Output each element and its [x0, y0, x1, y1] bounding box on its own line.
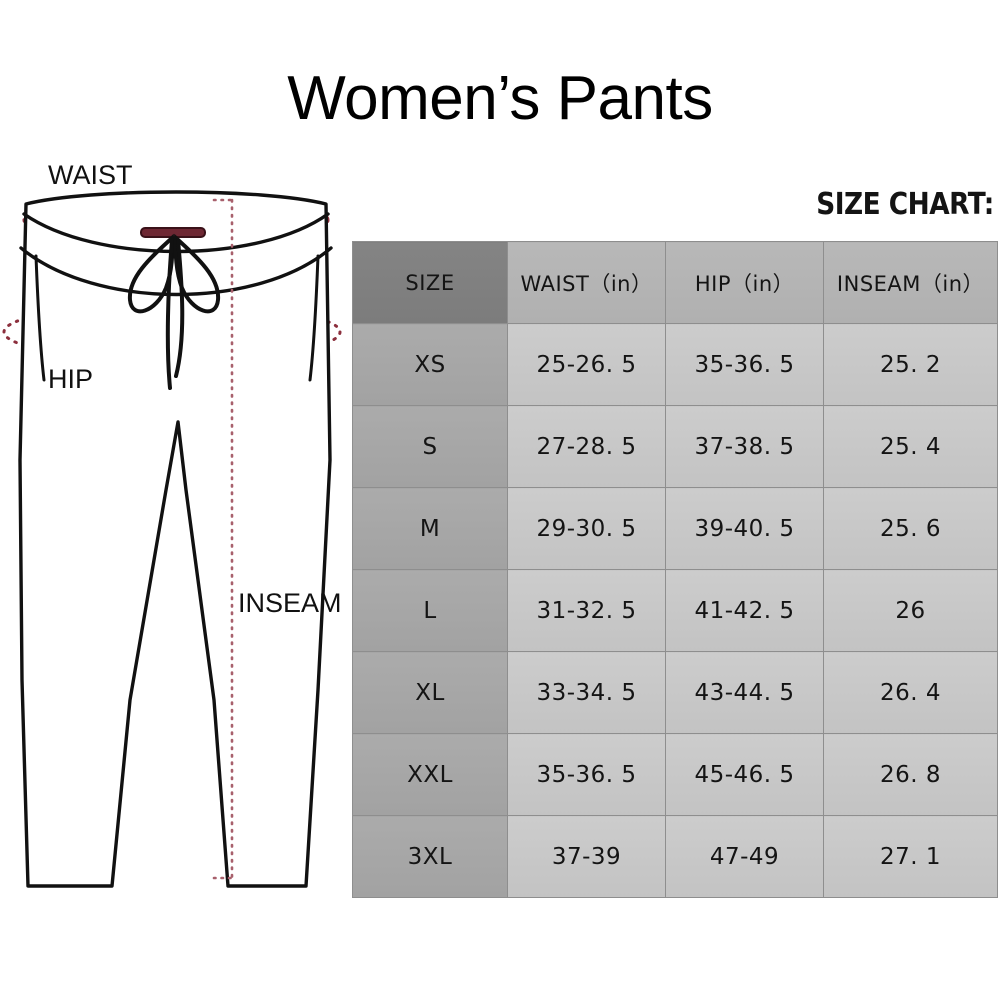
cell-hip: 41-42. 5 — [665, 569, 824, 652]
cell-inseam: 25. 6 — [823, 487, 998, 570]
table-row: 3XL 37-39 47-49 27. 1 — [352, 815, 998, 898]
size-chart-heading: SIZE CHART: — [816, 187, 994, 222]
hip-measure-ellipse — [2, 302, 342, 362]
table-header-row: SIZE WAIST（in） HIP（in） INSEAM（in） — [352, 241, 998, 324]
inseam-measure-line — [212, 198, 234, 880]
hip-label: HIP — [48, 364, 93, 394]
waist-label: WAIST — [48, 160, 133, 190]
cell-size: 3XL — [352, 815, 508, 898]
cell-hip: 39-40. 5 — [665, 487, 824, 570]
column-header-hip: HIP（in） — [665, 241, 824, 324]
cell-inseam: 25. 4 — [823, 405, 998, 488]
cell-size: S — [352, 405, 508, 488]
cell-hip: 45-46. 5 — [665, 733, 824, 816]
cell-inseam: 27. 1 — [823, 815, 998, 898]
inseam-label: INSEAM — [238, 588, 342, 618]
cell-inseam: 26 — [823, 569, 998, 652]
pants-illustration: WAIST HIP INSEAM — [0, 160, 352, 920]
cell-inseam: 26. 8 — [823, 733, 998, 816]
cell-waist: 29-30. 5 — [507, 487, 666, 570]
cell-inseam: 25. 2 — [823, 323, 998, 406]
table-row: S 27-28. 5 37-38. 5 25. 4 — [352, 405, 998, 488]
column-header-inseam: INSEAM（in） — [823, 241, 998, 324]
cell-hip: 43-44. 5 — [665, 651, 824, 734]
size-table: SIZE WAIST（in） HIP（in） INSEAM（in） XS 25-… — [352, 241, 998, 898]
cell-size: XL — [352, 651, 508, 734]
cell-inseam: 26. 4 — [823, 651, 998, 734]
pants-outline — [18, 190, 332, 888]
left-pocket — [34, 254, 46, 382]
cell-waist: 31-32. 5 — [507, 569, 666, 652]
right-pocket — [308, 254, 320, 382]
table-row: L 31-32. 5 41-42. 5 26 — [352, 569, 998, 652]
cell-waist: 27-28. 5 — [507, 405, 666, 488]
table-row: XXL 35-36. 5 45-46. 5 26. 8 — [352, 733, 998, 816]
column-header-size: SIZE — [352, 241, 508, 324]
column-header-waist: WAIST（in） — [507, 241, 666, 324]
table-row: M 29-30. 5 39-40. 5 25. 6 — [352, 487, 998, 570]
cell-hip: 47-49 — [665, 815, 824, 898]
waistband-bottom — [19, 246, 333, 297]
cell-waist: 37-39 — [507, 815, 666, 898]
cell-size: XXL — [352, 733, 508, 816]
cell-waist: 33-34. 5 — [507, 651, 666, 734]
cell-size: L — [352, 569, 508, 652]
cell-waist: 35-36. 5 — [507, 733, 666, 816]
table-row: XL 33-34. 5 43-44. 5 26. 4 — [352, 651, 998, 734]
cell-waist: 25-26. 5 — [507, 323, 666, 406]
table-row: XS 25-26. 5 35-36. 5 25. 2 — [352, 323, 998, 406]
page-title: Women’s Pants — [287, 64, 713, 133]
drawstring-bow — [127, 233, 221, 390]
cell-size: XS — [352, 323, 508, 406]
cell-size: M — [352, 487, 508, 570]
cell-hip: 35-36. 5 — [665, 323, 824, 406]
cell-hip: 37-38. 5 — [665, 405, 824, 488]
